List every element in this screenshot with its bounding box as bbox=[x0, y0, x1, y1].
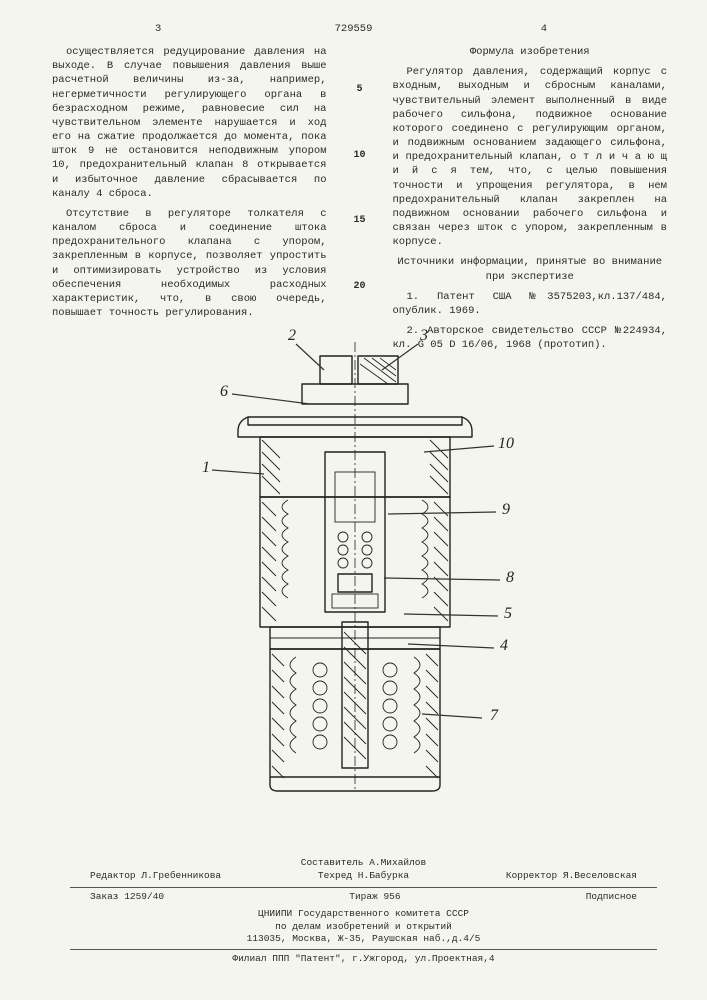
editor-credit: Редактор Л.Гребенникова bbox=[90, 870, 221, 883]
patent-number: 729559 bbox=[0, 22, 707, 36]
claim-text: Регулятор давления, содержащий корпус с … bbox=[393, 65, 668, 249]
para-1: осуществляется редуцирование давления на… bbox=[52, 45, 327, 201]
technical-drawing: 2 3 6 1 10 9 8 5 4 7 bbox=[120, 322, 590, 797]
callout-label: 7 bbox=[490, 707, 499, 724]
text-columns: осуществляется редуцирование давления на… bbox=[52, 45, 667, 358]
subscription: Подписное bbox=[586, 891, 637, 904]
page-num-right: 4 bbox=[541, 22, 547, 36]
callout-label: 2 bbox=[288, 327, 296, 344]
right-column: Формула изобретения Регулятор давления, … bbox=[393, 45, 668, 358]
callout-label: 5 bbox=[504, 605, 512, 622]
callout-label: 8 bbox=[506, 569, 514, 586]
line-number: 20 bbox=[353, 280, 365, 294]
org-line-2: по делам изобретений и открытий bbox=[70, 921, 657, 934]
tirage: Тираж 956 bbox=[349, 891, 400, 904]
org-line-1: ЦНИИПИ Государственного комитета СССР bbox=[70, 908, 657, 921]
address: 113035, Москва, Ж-35, Раушская наб.,д.4/… bbox=[70, 933, 657, 946]
line-number-gutter: 5 10 15 20 bbox=[351, 45, 369, 358]
line-number: 15 bbox=[353, 214, 365, 228]
footer: Составитель А.Михайлов Редактор Л.Гребен… bbox=[70, 857, 657, 966]
line-number: 5 bbox=[356, 83, 362, 97]
para-2: Отсутствие в регуляторе толкателя с кана… bbox=[52, 207, 327, 320]
sources-title: Источники информации, принятые во вниман… bbox=[393, 255, 668, 283]
callout-label: 6 bbox=[220, 383, 228, 400]
compiler-credit: Составитель А.Михайлов bbox=[70, 857, 657, 870]
source-1: 1. Патент США №3575203,кл.137/484, опубл… bbox=[393, 290, 668, 318]
techred-credit: Техред Н.Бабурка bbox=[318, 870, 409, 883]
claim-title: Формула изобретения bbox=[393, 45, 668, 59]
callout-label: 9 bbox=[502, 501, 510, 518]
filial: Филиал ППП "Патент", г.Ужгород, ул.Проек… bbox=[70, 953, 657, 966]
corrector-credit: Корректор Я.Веселовская bbox=[506, 870, 637, 883]
callout-label: 4 bbox=[500, 637, 508, 654]
order-num: Заказ 1259/40 bbox=[90, 891, 164, 904]
left-column: осуществляется редуцирование давления на… bbox=[52, 45, 327, 358]
callout-label: 10 bbox=[498, 435, 514, 452]
callout-label: 3 bbox=[419, 327, 428, 344]
line-number: 10 bbox=[353, 149, 365, 163]
callout-label: 1 bbox=[202, 459, 210, 476]
